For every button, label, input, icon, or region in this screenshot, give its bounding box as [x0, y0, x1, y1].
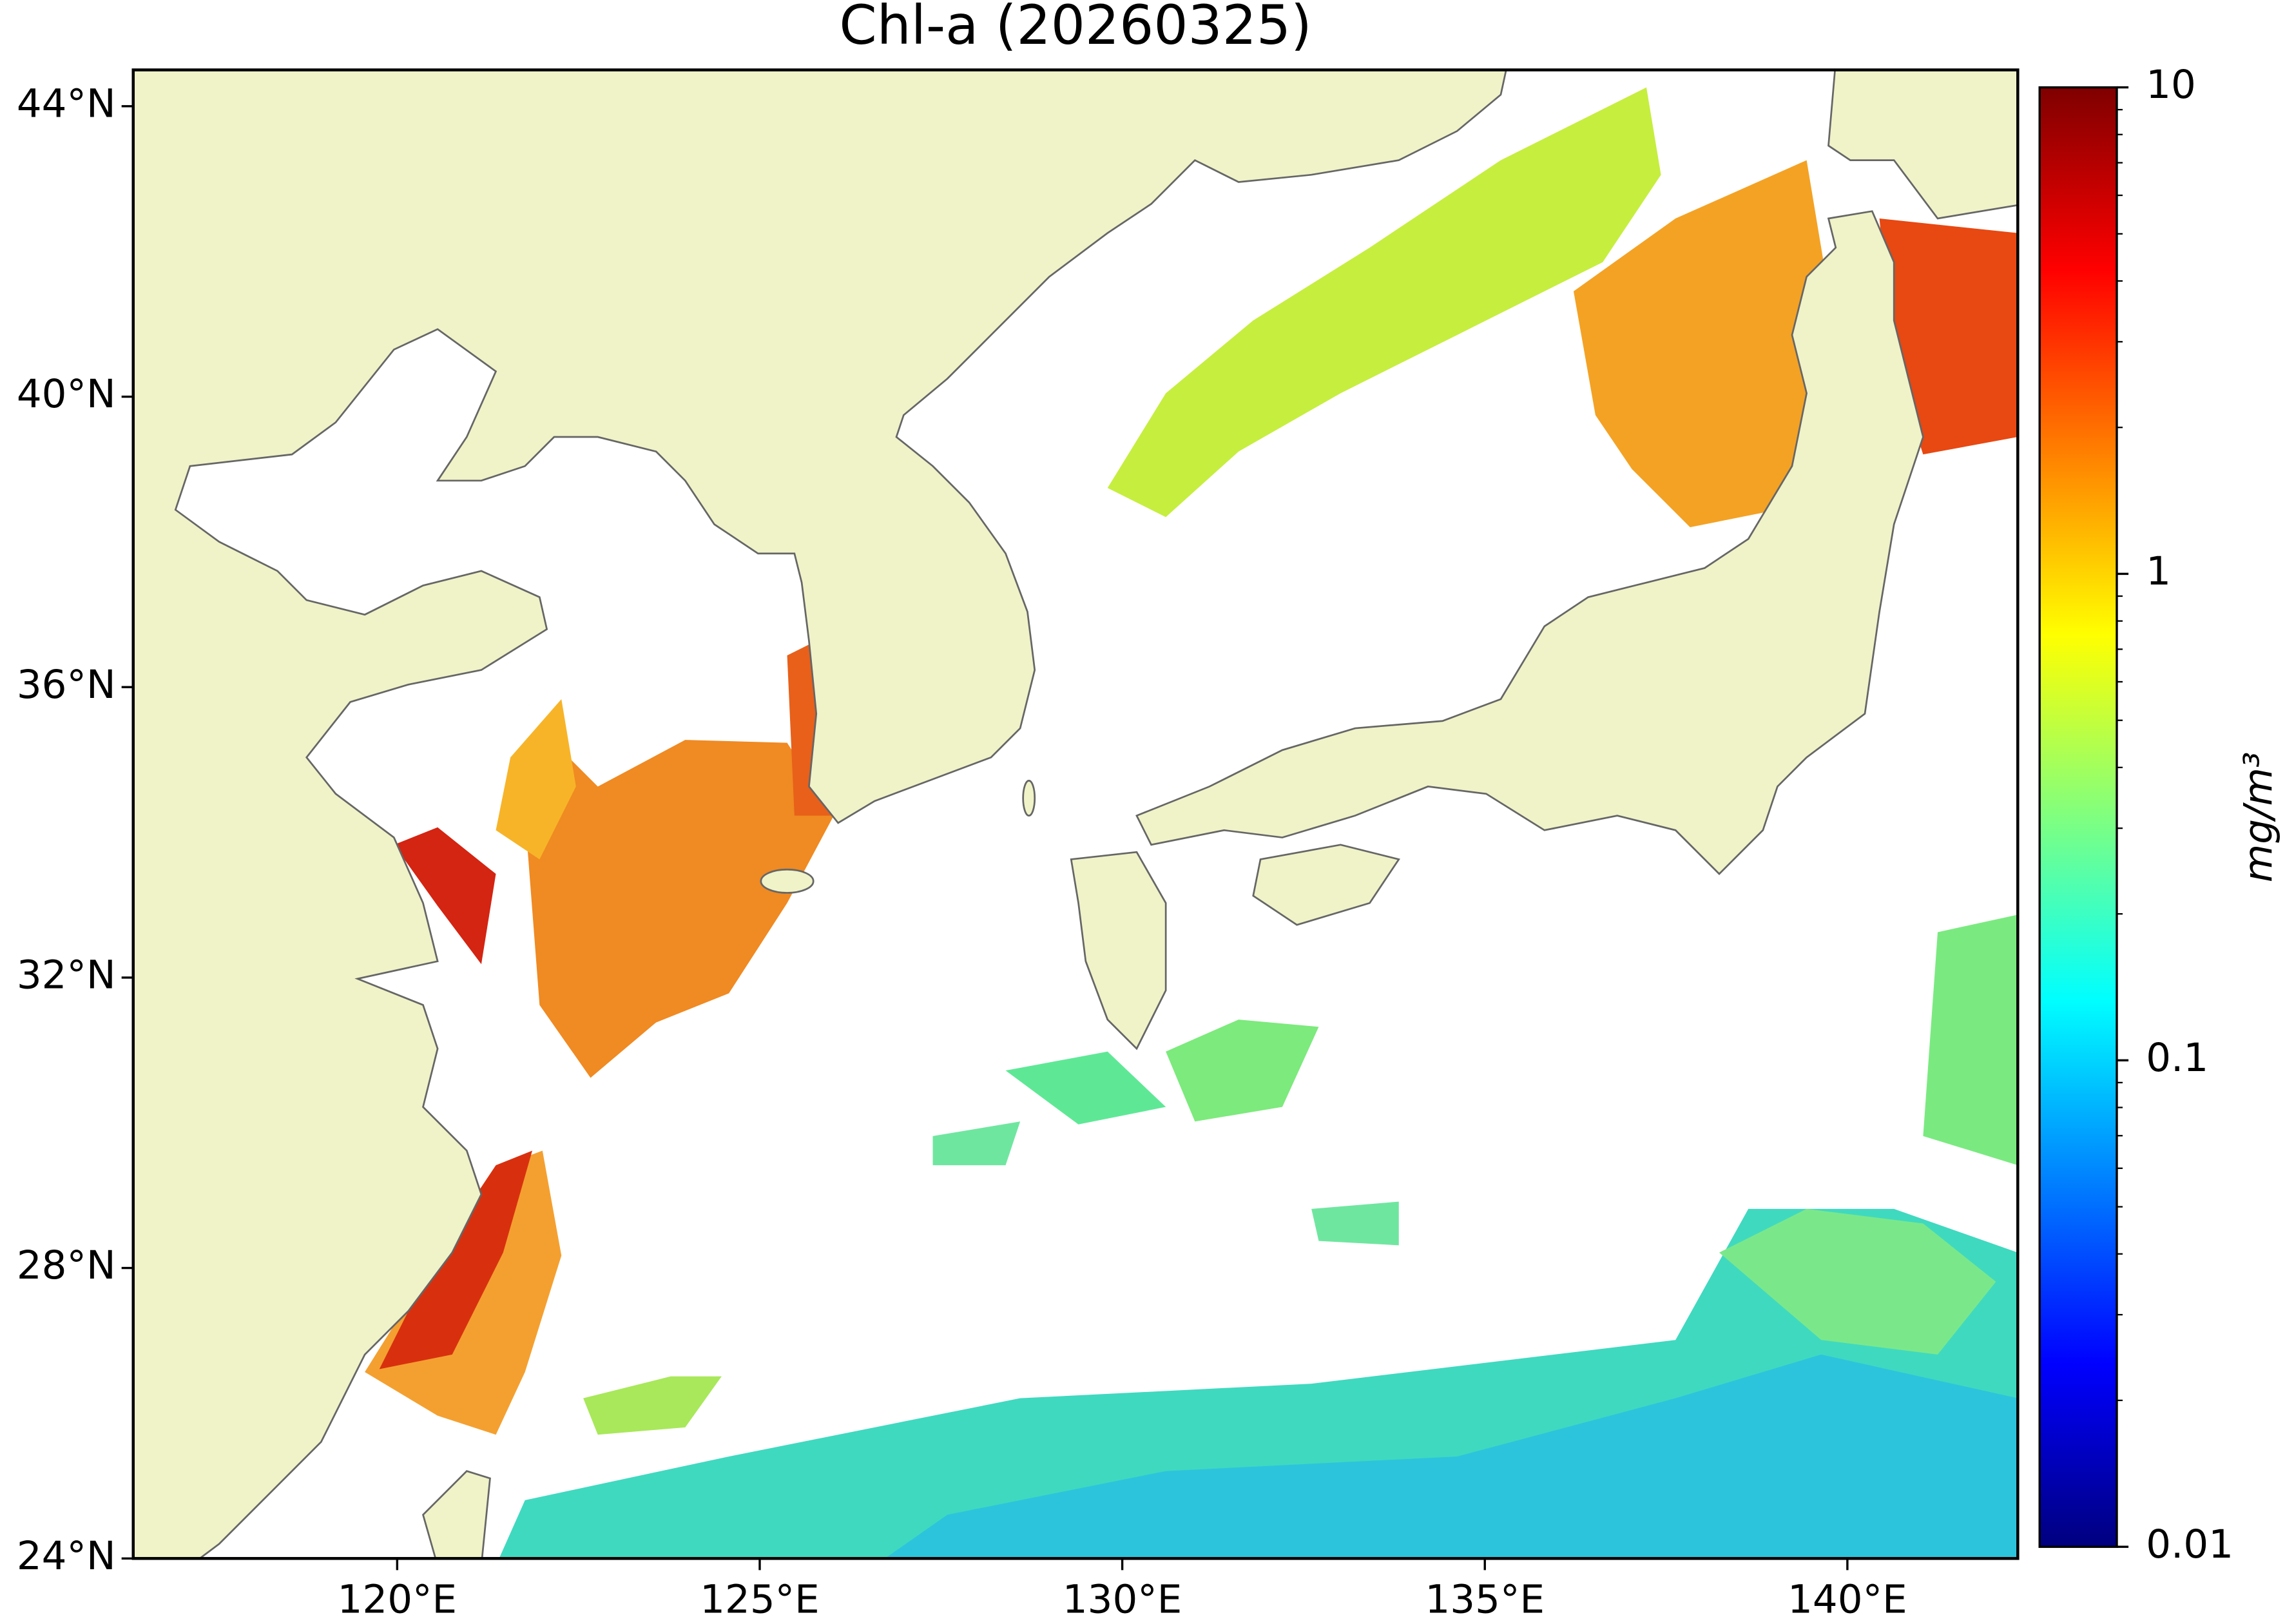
- chl-patch: [496, 699, 576, 860]
- x-tick-label: 130°E: [1063, 1577, 1182, 1623]
- y-tick-label: 28°N: [17, 1242, 116, 1288]
- chl-patch: [1166, 1020, 1319, 1122]
- chl-patch: [525, 740, 834, 1078]
- chl-patch: [1311, 1201, 1399, 1246]
- y-tick-label: 32°N: [17, 952, 116, 998]
- island: [1827, 70, 2018, 220]
- axis-ticks: 120°E 125°E 130°E 135°E 140°E 24°N 28°N 32°N 36°…: [17, 62, 2233, 1623]
- x-tick-label: 120°E: [338, 1577, 458, 1623]
- colorbar-tick-label: 10: [2146, 62, 2196, 108]
- island: [1252, 844, 1400, 926]
- island: [1070, 851, 1167, 1050]
- chl-patch: [394, 827, 496, 965]
- chl-patch: [1923, 914, 2018, 1166]
- colorbar: [2038, 86, 2118, 1548]
- x-tick-label: 140°E: [1788, 1577, 1907, 1623]
- chl-patch: [583, 1376, 722, 1435]
- chl-patch: [885, 1354, 2018, 1559]
- chl-patch: [1107, 87, 1661, 517]
- island: [421, 1470, 491, 1559]
- y-tick-label: 44°N: [17, 81, 116, 126]
- y-tick-label: 40°N: [17, 371, 116, 417]
- chl-patch: [1879, 218, 2018, 455]
- chl-patch: [379, 1150, 533, 1369]
- island: [1022, 780, 1036, 817]
- chl-patch: [1005, 1051, 1166, 1125]
- x-tick-label: 135°E: [1425, 1577, 1545, 1623]
- chl-patch: [1573, 160, 1829, 528]
- y-tick-label: 36°N: [17, 662, 116, 708]
- colorbar-tick-label: 1: [2146, 548, 2171, 594]
- island: [1135, 210, 1924, 875]
- colorbar-tick-label: 0.1: [2146, 1035, 2208, 1081]
- island: [760, 868, 815, 894]
- chl-patch: [932, 1121, 1021, 1166]
- colorbar-tick-label: 0.01: [2146, 1522, 2233, 1567]
- y-tick-label: 24°N: [17, 1533, 116, 1579]
- map-title: Chl-a (20260325): [839, 0, 1311, 57]
- chlorophyll-field: [365, 75, 2018, 1559]
- x-tick-label: 125°E: [700, 1577, 820, 1623]
- colorbar-label: mg/m³: [2235, 752, 2281, 883]
- mainland: [133, 70, 1507, 1559]
- chl-patch: [1719, 1208, 1996, 1355]
- map-area: [133, 70, 2018, 1559]
- axes-frame: [131, 68, 2020, 1560]
- land: [133, 70, 2018, 1559]
